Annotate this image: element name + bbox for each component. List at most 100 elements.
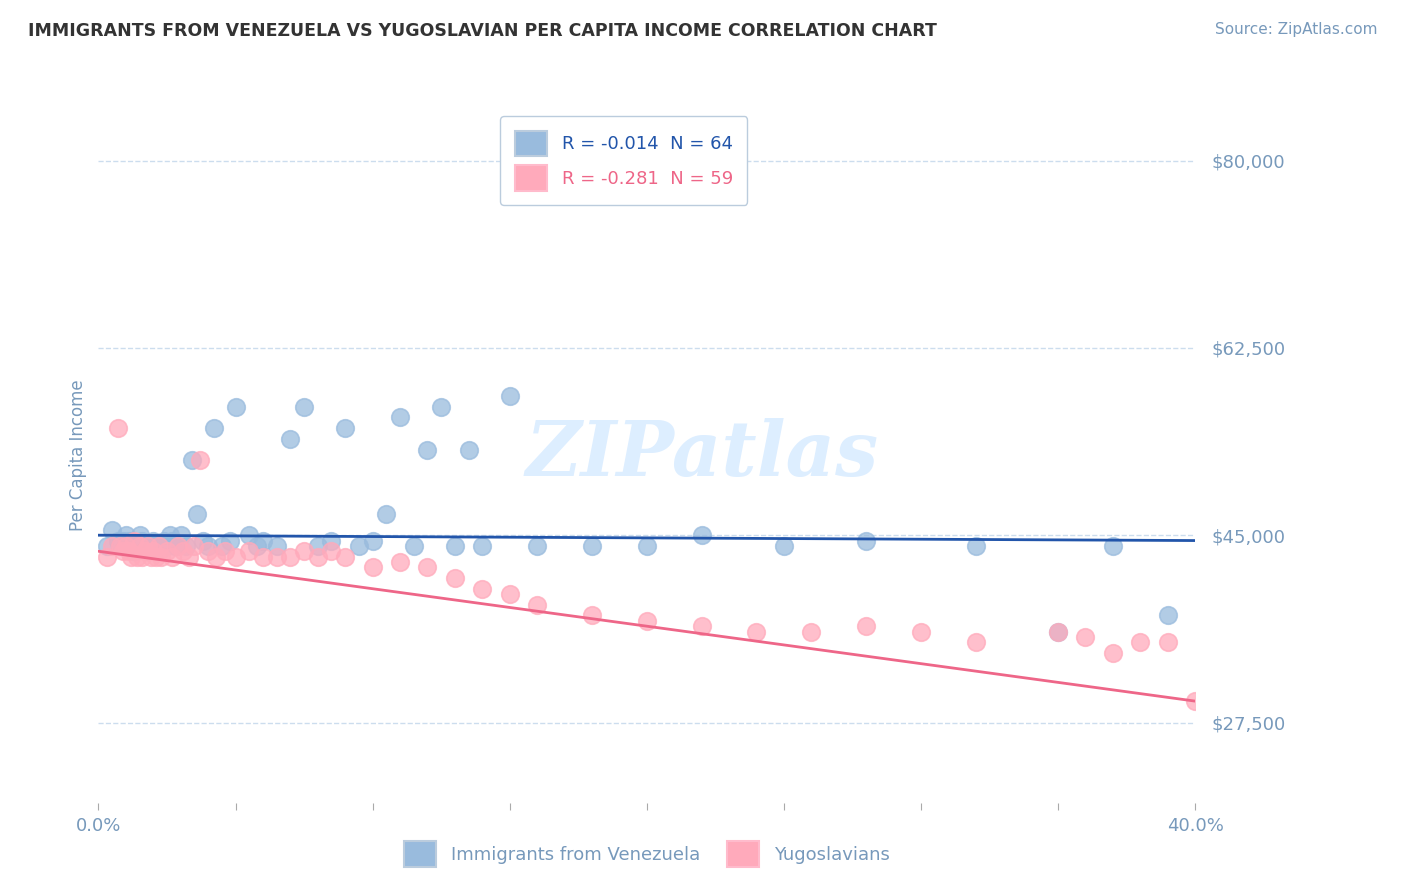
Point bbox=[159, 528, 181, 542]
Point bbox=[101, 523, 124, 537]
Point bbox=[388, 555, 412, 569]
Point bbox=[177, 549, 200, 564]
Legend: Immigrants from Venezuela, Yugoslavians: Immigrants from Venezuela, Yugoslavians bbox=[396, 834, 897, 874]
Legend: R = -0.014  N = 64, R = -0.281  N = 59: R = -0.014 N = 64, R = -0.281 N = 59 bbox=[501, 116, 748, 205]
Point bbox=[471, 582, 494, 596]
Point bbox=[202, 421, 225, 435]
Point bbox=[444, 539, 467, 553]
Point bbox=[115, 528, 138, 542]
Point bbox=[134, 544, 156, 558]
Point bbox=[156, 544, 179, 558]
Point bbox=[96, 549, 118, 564]
Point bbox=[115, 539, 138, 553]
Point bbox=[188, 453, 211, 467]
Point bbox=[280, 432, 302, 446]
Point bbox=[1046, 624, 1070, 639]
Point bbox=[347, 539, 370, 553]
Point bbox=[444, 571, 467, 585]
Point bbox=[101, 539, 124, 553]
Point bbox=[690, 528, 713, 542]
Point bbox=[266, 549, 288, 564]
Point bbox=[170, 528, 193, 542]
Point bbox=[321, 544, 343, 558]
Point bbox=[174, 539, 197, 553]
Point bbox=[120, 539, 142, 553]
Point bbox=[162, 549, 184, 564]
Point bbox=[96, 539, 118, 553]
Point bbox=[211, 539, 233, 553]
Point bbox=[361, 533, 384, 548]
Point bbox=[148, 539, 170, 553]
Point bbox=[107, 421, 129, 435]
Point bbox=[361, 560, 384, 574]
Point bbox=[131, 533, 153, 548]
Point bbox=[153, 533, 176, 548]
Point bbox=[1102, 646, 1125, 660]
Point bbox=[120, 549, 142, 564]
Point bbox=[150, 539, 173, 553]
Point bbox=[745, 624, 768, 639]
Point bbox=[225, 549, 247, 564]
Point bbox=[162, 533, 184, 548]
Point bbox=[145, 549, 167, 564]
Point bbox=[471, 539, 494, 553]
Point bbox=[172, 544, 194, 558]
Point bbox=[128, 528, 150, 542]
Point bbox=[1046, 624, 1070, 639]
Point bbox=[416, 442, 439, 457]
Point bbox=[335, 421, 357, 435]
Point bbox=[117, 544, 139, 558]
Point bbox=[800, 624, 823, 639]
Point bbox=[292, 544, 315, 558]
Text: Source: ZipAtlas.com: Source: ZipAtlas.com bbox=[1215, 22, 1378, 37]
Point bbox=[139, 539, 162, 553]
Point bbox=[416, 560, 439, 574]
Point bbox=[186, 507, 208, 521]
Point bbox=[167, 539, 190, 553]
Point bbox=[1157, 635, 1180, 649]
Point bbox=[636, 614, 658, 628]
Point bbox=[125, 549, 148, 564]
Point bbox=[457, 442, 479, 457]
Point bbox=[855, 533, 877, 548]
Point bbox=[375, 507, 398, 521]
Point bbox=[526, 598, 548, 612]
Point bbox=[131, 549, 153, 564]
Point bbox=[499, 587, 522, 601]
Point bbox=[430, 400, 453, 414]
Point bbox=[855, 619, 877, 633]
Point bbox=[191, 533, 214, 548]
Point bbox=[183, 539, 205, 553]
Text: IMMIGRANTS FROM VENEZUELA VS YUGOSLAVIAN PER CAPITA INCOME CORRELATION CHART: IMMIGRANTS FROM VENEZUELA VS YUGOSLAVIAN… bbox=[28, 22, 936, 40]
Point bbox=[145, 539, 167, 553]
Point bbox=[252, 533, 274, 548]
Point bbox=[965, 635, 987, 649]
Y-axis label: Per Capita Income: Per Capita Income bbox=[69, 379, 87, 531]
Point bbox=[139, 549, 162, 564]
Point bbox=[246, 539, 269, 553]
Point bbox=[307, 549, 329, 564]
Point bbox=[321, 533, 343, 548]
Point bbox=[156, 539, 179, 553]
Point bbox=[581, 608, 603, 623]
Point bbox=[205, 549, 228, 564]
Point bbox=[150, 549, 173, 564]
Point bbox=[581, 539, 603, 553]
Point bbox=[252, 549, 274, 564]
Point bbox=[965, 539, 987, 553]
Point bbox=[128, 539, 150, 553]
Point bbox=[214, 544, 236, 558]
Point bbox=[238, 528, 260, 542]
Point bbox=[690, 619, 713, 633]
Point bbox=[636, 539, 658, 553]
Point bbox=[180, 453, 202, 467]
Text: ZIPatlas: ZIPatlas bbox=[524, 418, 879, 491]
Point bbox=[1184, 694, 1206, 708]
Point bbox=[225, 400, 247, 414]
Point bbox=[112, 533, 135, 548]
Point bbox=[335, 549, 357, 564]
Point bbox=[307, 539, 329, 553]
Point bbox=[122, 533, 145, 548]
Point bbox=[1074, 630, 1097, 644]
Point bbox=[107, 533, 129, 548]
